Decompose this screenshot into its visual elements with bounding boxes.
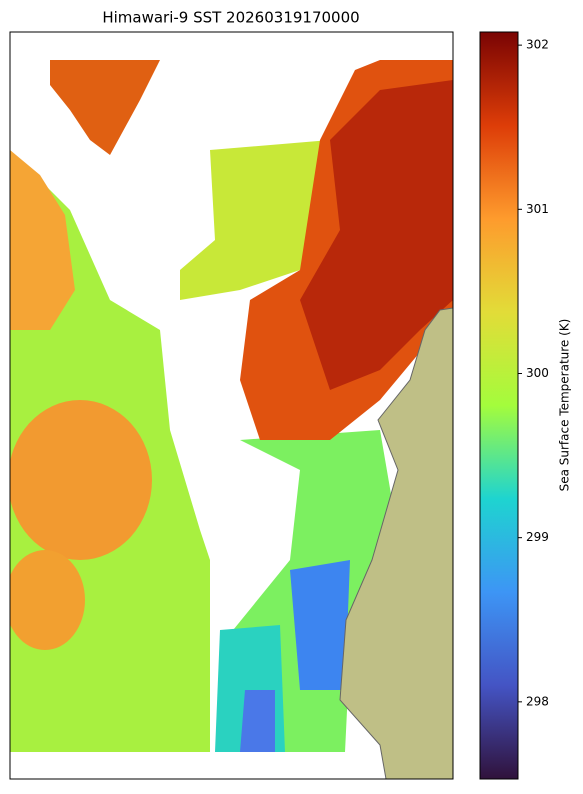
colorbar-tick-label: 301 [526,202,549,216]
colorbar-tick-label: 298 [526,694,549,708]
colorbar-tick-label: 299 [526,530,549,544]
map-title: Himawari-9 SST 20260319170000 [102,9,359,27]
sst-field [10,60,453,779]
colorbar [479,31,519,780]
land [339,307,453,779]
colorbar-tick-label: 302 [526,38,549,52]
map-frame [9,31,454,780]
colorbar-label: Sea Surface Temperature (K) [558,319,572,492]
colorbar-tick-label: 300 [526,366,549,380]
